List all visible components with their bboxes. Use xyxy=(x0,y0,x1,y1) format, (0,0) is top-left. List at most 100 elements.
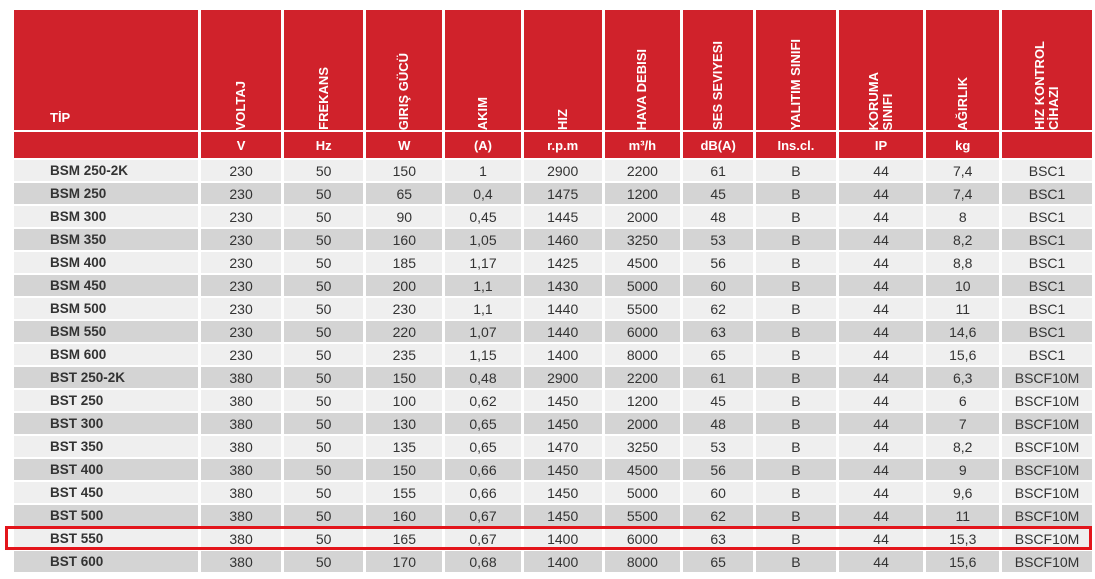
cell-giris_gucu: 230 xyxy=(366,298,443,319)
cell-hiz_kontrol: BSC1 xyxy=(1002,344,1092,365)
cell-tip: BST 300 xyxy=(14,413,199,434)
cell-akim: 0,65 xyxy=(445,413,521,434)
table-row: BSM 400 230 50 185 1,17 1425 4500 56 B 44 8,8 BSC1 xyxy=(14,252,1092,273)
cell-akim: 1,17 xyxy=(445,252,521,273)
cell-giris_gucu: 170 xyxy=(366,551,443,572)
cell-hiz_kontrol: BSCF10M xyxy=(1002,482,1092,503)
cell-giris_gucu: 135 xyxy=(366,436,443,457)
cell-frekans: 50 xyxy=(283,321,364,342)
cell-yalitim_sinifi: B xyxy=(756,436,836,457)
table-row: BSM 250-2K 230 50 150 1 2900 2200 61 B 44 7,4 BSC1 xyxy=(14,160,1092,181)
cell-giris_gucu: 150 xyxy=(366,367,443,388)
cell-voltaj: 380 xyxy=(201,482,281,503)
cell-frekans: 50 xyxy=(283,367,364,388)
cell-voltaj: 380 xyxy=(201,459,281,480)
cell-hiz_kontrol: BSC1 xyxy=(1002,298,1092,319)
cell-akim: 1 xyxy=(445,160,521,181)
cell-tip: BSM 550 xyxy=(14,321,199,342)
cell-koruma_sinifi: 44 xyxy=(838,229,924,250)
cell-yalitim_sinifi: B xyxy=(756,390,836,411)
cell-giris_gucu: 235 xyxy=(366,344,443,365)
cell-hiz_kontrol: BSCF10M xyxy=(1002,528,1092,549)
table-row: BST 450 380 50 155 0,66 1450 5000 60 B 44 9,6 BSCF1… xyxy=(14,482,1092,503)
table-row: BST 250 380 50 100 0,62 1450 1200 45 B 44 6 BSCF10M xyxy=(14,390,1092,411)
cell-hiz: 1470 xyxy=(523,436,602,457)
column-unit-ses_seviyesi: dB(A) xyxy=(683,132,754,158)
column-unit-akim: (A) xyxy=(445,132,521,158)
cell-tip: BSM 250-2K xyxy=(14,160,199,181)
cell-hava_debisi: 3250 xyxy=(604,436,681,457)
cell-voltaj: 230 xyxy=(201,206,281,227)
cell-koruma_sinifi: 44 xyxy=(838,505,924,526)
cell-hava_debisi: 2000 xyxy=(604,413,681,434)
cell-agirlik: 7 xyxy=(926,413,1000,434)
cell-hava_debisi: 1200 xyxy=(604,390,681,411)
cell-frekans: 50 xyxy=(283,252,364,273)
cell-akim: 0,68 xyxy=(445,551,521,572)
cell-giris_gucu: 150 xyxy=(366,160,443,181)
cell-tip: BST 450 xyxy=(14,482,199,503)
cell-yalitim_sinifi: B xyxy=(756,321,836,342)
cell-koruma_sinifi: 44 xyxy=(838,436,924,457)
column-unit-hava_debisi: m³/h xyxy=(604,132,681,158)
cell-tip: BST 350 xyxy=(14,436,199,457)
cell-tip: BSM 400 xyxy=(14,252,199,273)
cell-ses_seviyesi: 61 xyxy=(683,367,754,388)
cell-voltaj: 230 xyxy=(201,160,281,181)
cell-akim: 0,65 xyxy=(445,436,521,457)
cell-ses_seviyesi: 56 xyxy=(683,459,754,480)
column-header-yalitim_sinifi: YALITIM SINIFI xyxy=(756,10,836,130)
cell-hiz: 1440 xyxy=(523,298,602,319)
cell-hiz_kontrol: BSCF10M xyxy=(1002,413,1092,434)
cell-giris_gucu: 165 xyxy=(366,528,443,549)
cell-ses_seviyesi: 61 xyxy=(683,160,754,181)
cell-hava_debisi: 1200 xyxy=(604,183,681,204)
table-row: BSM 300 230 50 90 0,45 1445 2000 48 B 44 8 BSC1 xyxy=(14,206,1092,227)
cell-yalitim_sinifi: B xyxy=(756,298,836,319)
cell-agirlik: 8,2 xyxy=(926,436,1000,457)
cell-hiz_kontrol: BSCF10M xyxy=(1002,390,1092,411)
cell-agirlik: 6,3 xyxy=(926,367,1000,388)
cell-voltaj: 230 xyxy=(201,298,281,319)
cell-akim: 0,66 xyxy=(445,482,521,503)
cell-hava_debisi: 6000 xyxy=(604,321,681,342)
cell-agirlik: 15,6 xyxy=(926,344,1000,365)
cell-hiz: 1450 xyxy=(523,459,602,480)
cell-agirlik: 8,2 xyxy=(926,229,1000,250)
cell-koruma_sinifi: 44 xyxy=(838,413,924,434)
cell-ses_seviyesi: 60 xyxy=(683,275,754,296)
cell-tip: BST 250-2K xyxy=(14,367,199,388)
cell-tip: BST 250 xyxy=(14,390,199,411)
cell-akim: 0,62 xyxy=(445,390,521,411)
cell-voltaj: 380 xyxy=(201,436,281,457)
cell-tip: BSM 300 xyxy=(14,206,199,227)
cell-yalitim_sinifi: B xyxy=(756,275,836,296)
cell-frekans: 50 xyxy=(283,390,364,411)
cell-tip: BSM 350 xyxy=(14,229,199,250)
cell-voltaj: 380 xyxy=(201,505,281,526)
cell-giris_gucu: 150 xyxy=(366,459,443,480)
cell-frekans: 50 xyxy=(283,505,364,526)
cell-yalitim_sinifi: B xyxy=(756,344,836,365)
cell-akim: 1,07 xyxy=(445,321,521,342)
cell-voltaj: 380 xyxy=(201,367,281,388)
cell-yalitim_sinifi: B xyxy=(756,206,836,227)
cell-akim: 0,48 xyxy=(445,367,521,388)
cell-voltaj: 380 xyxy=(201,528,281,549)
cell-hiz: 1450 xyxy=(523,390,602,411)
cell-voltaj: 230 xyxy=(201,344,281,365)
column-header-label: VOLTAJ xyxy=(233,80,249,130)
cell-hiz: 1460 xyxy=(523,229,602,250)
table-body: BSM 250-2K 230 50 150 1 2900 2200 61 B 44 7,4 BSC1 B… xyxy=(14,160,1092,572)
cell-hiz_kontrol: BSC1 xyxy=(1002,321,1092,342)
cell-hiz: 2900 xyxy=(523,367,602,388)
cell-ses_seviyesi: 63 xyxy=(683,528,754,549)
cell-tip: BST 600 xyxy=(14,551,199,572)
cell-hiz_kontrol: BSC1 xyxy=(1002,160,1092,181)
cell-frekans: 50 xyxy=(283,229,364,250)
column-unit-agirlik: kg xyxy=(926,132,1000,158)
cell-frekans: 50 xyxy=(283,551,364,572)
column-header-koruma_sinifi: KORUMA SINIFI xyxy=(838,10,924,130)
cell-hiz: 1445 xyxy=(523,206,602,227)
cell-agirlik: 8 xyxy=(926,206,1000,227)
